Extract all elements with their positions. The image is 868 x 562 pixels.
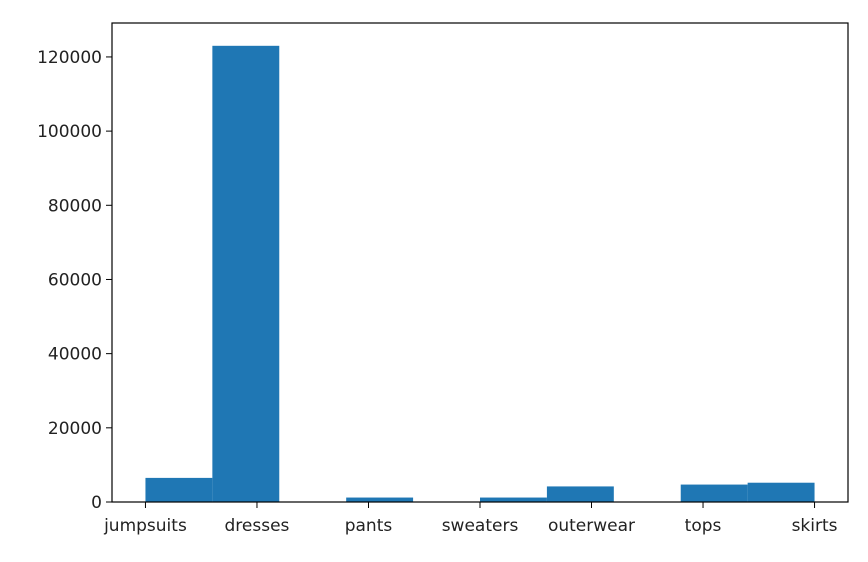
x-tick-label-dresses: dresses [225, 516, 290, 536]
x-tick-label-jumpsuits: jumpsuits [103, 516, 187, 536]
bar-3 [346, 497, 414, 502]
y-tick-label: 60000 [48, 270, 102, 290]
x-tick-label-sweaters: sweaters [442, 516, 519, 536]
x-tick-label-pants: pants [345, 516, 393, 536]
y-tick-label: 20000 [48, 419, 102, 439]
x-axis: jumpsuits dresses pants sweaters outerwear to… [103, 502, 838, 536]
bar-0 [145, 477, 213, 502]
x-tick-label-tops: tops [685, 516, 722, 536]
bar-8 [680, 484, 748, 502]
x-tick-label-skirts: skirts [792, 516, 838, 536]
y-tick-label: 80000 [48, 196, 102, 216]
plot-frame [111, 22, 849, 503]
bars-group [145, 45, 815, 503]
bar-9 [747, 482, 815, 502]
y-tick-label: 40000 [48, 345, 102, 365]
y-tick-label: 100000 [37, 122, 102, 142]
bar-1 [212, 45, 280, 503]
x-tick-label-outerwear: outerwear [548, 516, 635, 536]
bar-5 [480, 497, 547, 502]
bar-6 [546, 486, 614, 502]
y-tick-label: 120000 [37, 48, 102, 68]
y-axis: 0 20000 40000 60000 80000 100000 120000 [37, 48, 112, 513]
y-tick-label: 0 [91, 493, 102, 513]
